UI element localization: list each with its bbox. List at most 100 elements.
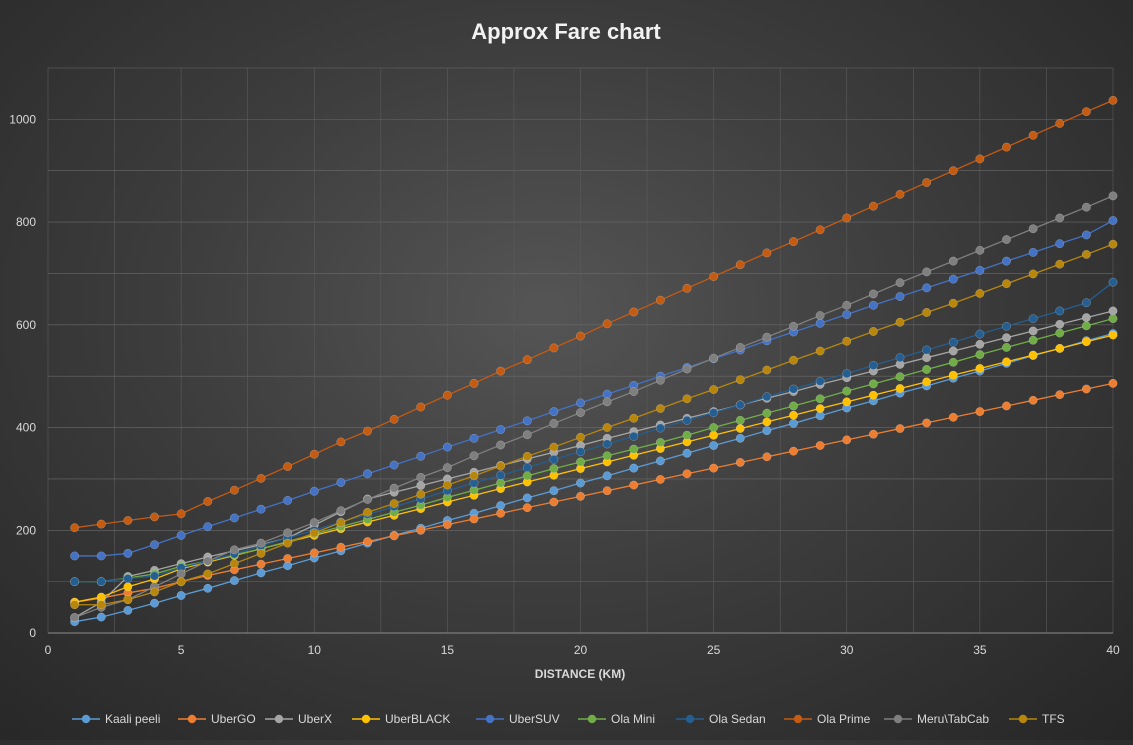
data-point: [842, 435, 852, 445]
data-point: [789, 410, 798, 420]
data-point: [868, 300, 878, 310]
legend-label: UberX: [298, 712, 332, 726]
data-point: [309, 518, 319, 528]
data-point: [655, 295, 665, 305]
data-point: [336, 506, 346, 516]
data-point: [363, 426, 372, 436]
data-point: [150, 571, 159, 581]
data-point: [895, 353, 905, 363]
data-point: [709, 441, 719, 450]
data-point: [442, 480, 452, 490]
data-point: [256, 473, 266, 483]
data-point: [576, 408, 585, 418]
data-point: [442, 520, 452, 530]
data-point: [203, 569, 213, 579]
data-point: [975, 329, 985, 339]
data-point: [655, 375, 665, 385]
data-point: [735, 375, 745, 385]
data-point: [522, 430, 532, 440]
data-point: [309, 528, 319, 538]
data-point: [815, 318, 825, 328]
data-point: [842, 213, 852, 223]
data-point: [549, 497, 559, 507]
x-tick-label: 25: [707, 643, 721, 657]
data-point: [815, 394, 825, 404]
data-point: [868, 390, 878, 400]
data-point: [229, 513, 239, 523]
legend-label: Ola Sedan: [709, 712, 766, 726]
data-point: [1055, 306, 1065, 316]
data-point: [682, 448, 692, 458]
data-point: [1002, 279, 1011, 289]
data-point: [1108, 306, 1118, 316]
data-point: [576, 447, 585, 457]
data-point: [469, 514, 479, 524]
data-point: [309, 486, 319, 496]
legend-label: Meru\TabCab: [917, 712, 989, 726]
data-point: [655, 474, 665, 484]
data-point: [682, 430, 692, 440]
data-point: [868, 289, 878, 299]
legend-item-ubergo: UberGO: [178, 712, 256, 726]
data-point: [762, 417, 772, 427]
data-point: [1081, 107, 1091, 117]
data-point: [1081, 337, 1091, 347]
data-point: [150, 598, 159, 608]
legend-label: Ola Mini: [611, 712, 655, 726]
legend-item-meru-tabcab: Meru\TabCab: [884, 712, 989, 726]
data-point: [363, 495, 372, 504]
series-ubersuv: [70, 216, 1118, 561]
data-point: [469, 471, 479, 481]
data-point: [1108, 239, 1118, 249]
legend-item-uberblack: UberBLACK: [352, 712, 450, 726]
data-point: [602, 451, 612, 461]
series-ola-mini: [70, 314, 1118, 587]
data-point: [70, 613, 80, 623]
x-tick-label: 35: [973, 643, 987, 657]
data-point: [922, 353, 932, 363]
data-point: [522, 463, 532, 473]
data-point: [256, 548, 266, 558]
data-point: [789, 321, 798, 331]
legend-label: Ola Prime: [817, 712, 871, 726]
data-point: [602, 319, 612, 329]
data-point: [709, 385, 719, 394]
data-point: [442, 442, 452, 452]
data-point: [948, 412, 958, 422]
legend-item-tfs: TFS: [1009, 712, 1065, 726]
data-point: [576, 478, 585, 488]
data-point: [1002, 142, 1011, 152]
data-point: [309, 449, 319, 459]
data-point: [975, 350, 985, 360]
data-point: [735, 415, 745, 425]
data-point: [123, 595, 133, 605]
data-point: [1002, 357, 1011, 367]
data-point: [948, 337, 958, 347]
y-tick-label: 800: [16, 215, 36, 229]
data-point: [1028, 335, 1038, 345]
data-point: [1028, 350, 1038, 360]
y-tick-label: 0: [29, 626, 36, 640]
legend-marker: [587, 714, 597, 724]
data-point: [96, 612, 106, 622]
data-point: [469, 433, 479, 443]
legend-marker: [81, 714, 91, 724]
data-point: [815, 346, 825, 356]
data-point: [868, 379, 878, 389]
x-tick-label: 40: [1106, 643, 1120, 657]
data-point: [682, 415, 692, 425]
data-point: [1108, 216, 1118, 226]
data-point: [389, 460, 399, 470]
data-point: [70, 551, 80, 561]
data-point: [496, 366, 506, 376]
legend: Kaali peeli UberGO UberX UberBLACK UberSUV Ol…: [72, 712, 1065, 726]
data-point: [922, 283, 932, 293]
data-point: [735, 342, 745, 352]
data-point: [629, 387, 639, 397]
data-point: [975, 339, 985, 349]
data-point: [682, 283, 692, 293]
data-point: [1108, 277, 1118, 287]
data-point: [655, 437, 665, 447]
data-point: [176, 569, 186, 579]
